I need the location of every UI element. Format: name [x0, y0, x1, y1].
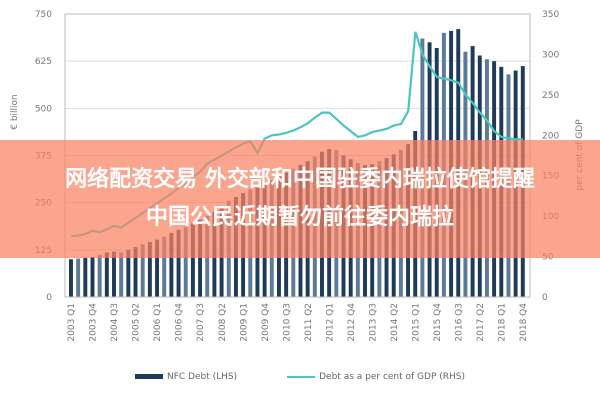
left-tick-label: 0 — [46, 293, 52, 303]
bar — [119, 252, 124, 297]
left-tick-label: 625 — [35, 57, 52, 67]
x-tick-label: 2009 Q4 — [261, 303, 271, 342]
left-tick-label: 750 — [35, 10, 52, 20]
x-tick-label: 2003 Q1 — [67, 303, 77, 342]
x-tick-label: 2014 Q2 — [390, 303, 400, 342]
x-tick-label: 2018 Q4 — [519, 303, 529, 342]
right-tick-label: 300 — [542, 50, 559, 60]
x-tick-label: 2006 Q4 — [175, 303, 185, 342]
bar — [126, 249, 131, 297]
legend-label: Debt as a per cent of GDP (RHS) — [319, 372, 466, 382]
bar — [76, 258, 81, 297]
bar — [198, 219, 203, 297]
bar — [183, 227, 188, 297]
bar — [83, 257, 88, 297]
bar — [104, 252, 109, 297]
x-tick-label: 2013 Q3 — [368, 303, 378, 342]
bar — [190, 223, 195, 297]
banner-line-1: 网络配资交易 外交部和中国驻委内瑞拉使馆提醒 — [65, 167, 535, 192]
bar — [97, 254, 102, 297]
bar — [90, 257, 95, 297]
x-tick-label: 2011 Q2 — [304, 303, 314, 342]
overlay-banner: 网络配资交易 外交部和中国驻委内瑞拉使馆提醒 中国公民近期暂勿前往委内瑞拉 — [0, 140, 600, 258]
x-tick-label: 2012 Q1 — [325, 303, 335, 342]
bar — [147, 241, 152, 297]
bar — [169, 232, 174, 297]
left-tick-label: 500 — [35, 104, 52, 114]
left-axis-label: € billion — [10, 94, 20, 130]
bar — [112, 251, 116, 297]
bar — [69, 259, 73, 297]
bar — [155, 239, 160, 297]
bar — [140, 244, 145, 297]
right-tick-label: 250 — [542, 91, 559, 101]
x-tick-label: 2009 Q1 — [239, 303, 249, 342]
legend-label: NFC Debt (LHS) — [166, 372, 238, 382]
legend-item-nfc-debt: NFC Debt (LHS) — [134, 372, 238, 382]
x-tick-label: 2005 Q2 — [132, 303, 142, 342]
right-tick-label: 0 — [542, 293, 548, 303]
legend-swatch — [134, 374, 163, 379]
x-tick-label: 2003 Q4 — [89, 303, 99, 342]
bar — [162, 236, 167, 297]
right-tick-label: 350 — [542, 10, 559, 20]
x-tick-label: 2004 Q3 — [110, 303, 120, 342]
x-tick-label: 2010 Q3 — [282, 303, 292, 342]
x-tick-label: 2015 Q1 — [411, 303, 421, 342]
bar — [133, 247, 138, 297]
bar — [176, 229, 181, 297]
x-tick-label: 2007 Q3 — [196, 303, 206, 342]
x-tick-label: 2015 Q4 — [433, 303, 443, 342]
legend-item-debt-gdp: Debt as a per cent of GDP (RHS) — [287, 372, 465, 382]
x-tick-label: 2008 Q2 — [218, 303, 228, 342]
right-tick-label: 200 — [542, 131, 559, 141]
x-tick-label: 2017 Q2 — [476, 303, 486, 342]
x-tick-label: 2016 Q3 — [454, 303, 464, 342]
x-tick-label: 2012 Q4 — [347, 303, 357, 342]
x-tick-label: 2006 Q1 — [153, 303, 163, 342]
banner-line-2: 中国公民近期暂勿前往委内瑞拉 — [145, 205, 454, 230]
legend-swatch — [287, 375, 316, 378]
x-tick-label: 2018 Q1 — [497, 303, 507, 342]
legend: NFC Debt (LHS) Debt as a per cent of GDP… — [0, 372, 600, 382]
